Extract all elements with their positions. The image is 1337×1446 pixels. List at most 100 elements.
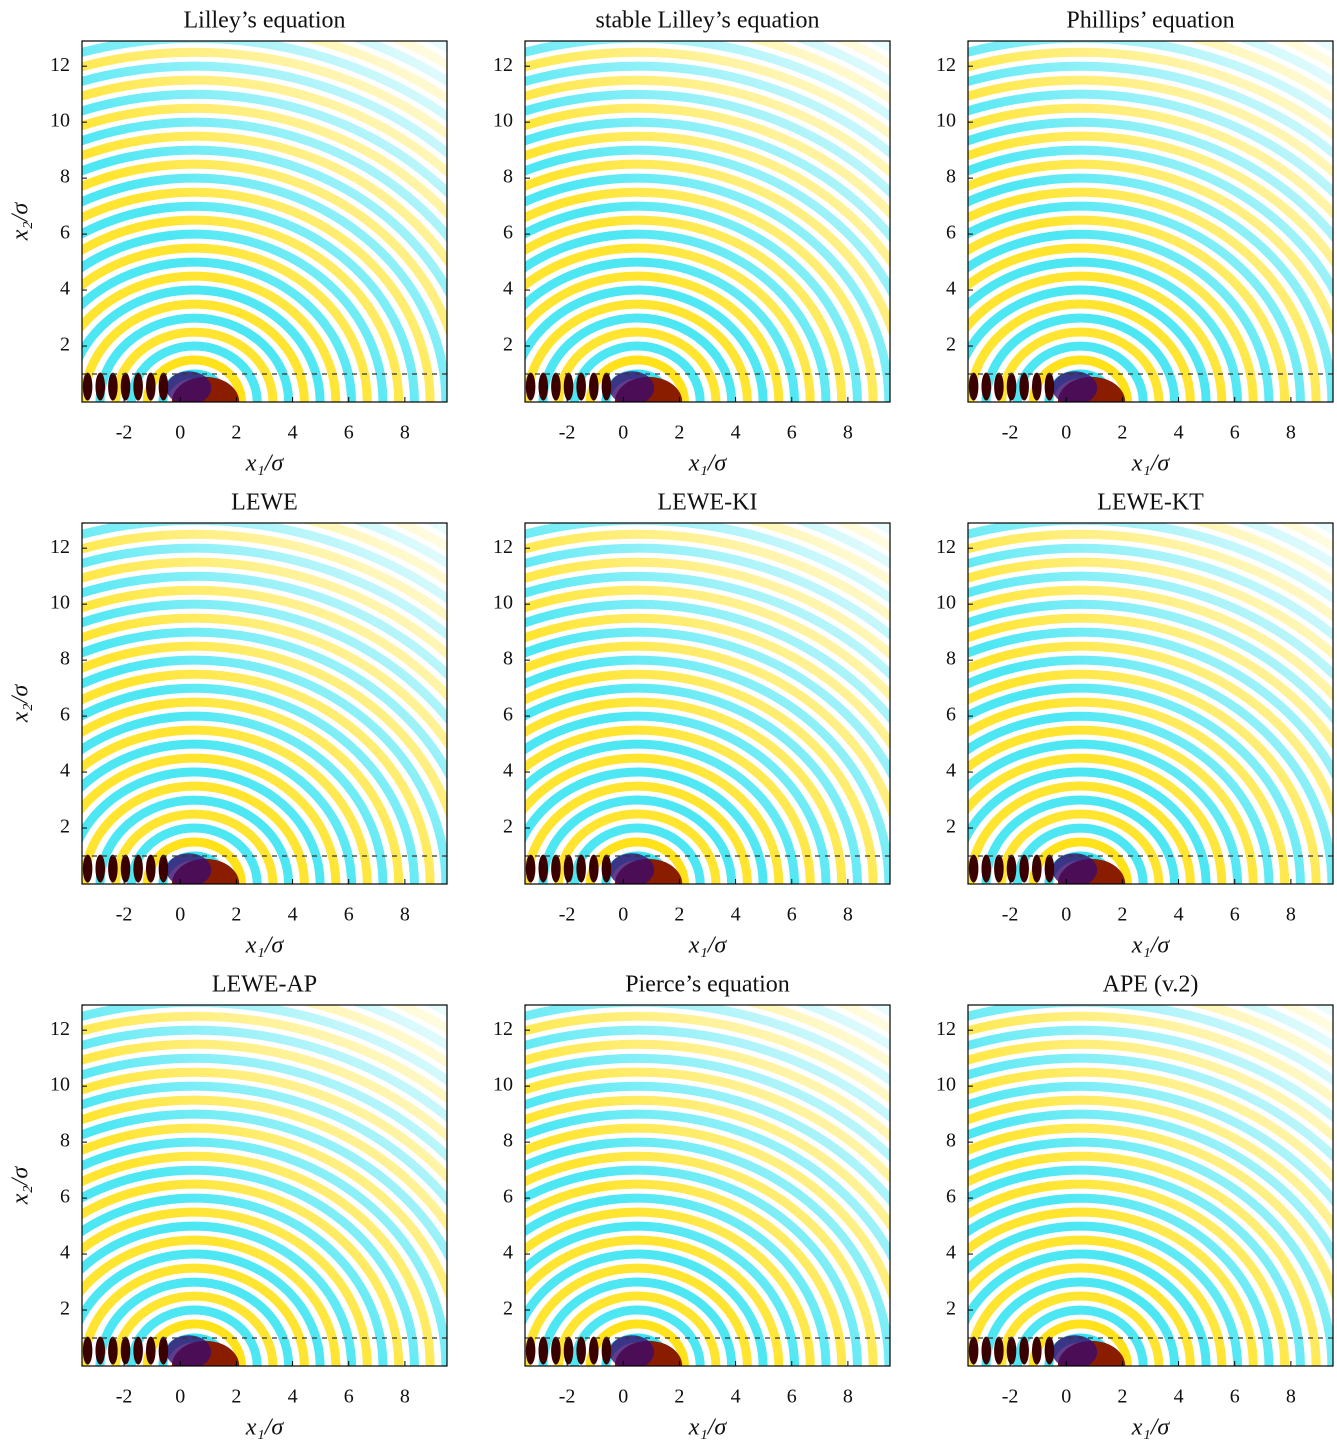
fade bbox=[82, 1005, 447, 1366]
x-tick-label: -2 bbox=[116, 904, 133, 926]
y-tick-label: 6 bbox=[503, 1186, 513, 1208]
y-tick-label: 2 bbox=[503, 334, 513, 356]
y-tick-label: 2 bbox=[503, 1298, 513, 1320]
y-tick-label: 10 bbox=[50, 110, 70, 132]
x-tick-label: 0 bbox=[618, 904, 628, 926]
y-tick-label: 10 bbox=[50, 592, 70, 614]
y-tick-label: 8 bbox=[946, 648, 956, 670]
x-tick-label: -2 bbox=[1002, 904, 1019, 926]
y-tick-label: 8 bbox=[60, 1130, 70, 1152]
x-tick-label: 4 bbox=[731, 422, 741, 444]
x-tick-label: 2 bbox=[231, 1386, 241, 1408]
x-axis-label: x₁/σ bbox=[688, 933, 728, 959]
x-tick-label: 6 bbox=[1230, 1386, 1240, 1408]
x-tick-label: 2 bbox=[1117, 1386, 1127, 1408]
frame bbox=[967, 1004, 1334, 1367]
y-tick-label: 4 bbox=[60, 278, 70, 300]
frame bbox=[81, 1004, 448, 1367]
x-tick-label: 8 bbox=[843, 904, 853, 926]
y-tick-label: 2 bbox=[60, 1298, 70, 1320]
fade bbox=[525, 41, 890, 402]
y-tick-label: 10 bbox=[493, 110, 513, 132]
y-tick-label: 4 bbox=[946, 760, 956, 782]
x-axis-label: x₁/σ bbox=[688, 451, 728, 477]
fade bbox=[82, 523, 447, 884]
x-tick-label: -2 bbox=[559, 1386, 576, 1408]
frame bbox=[81, 40, 448, 403]
x-tick-label: 0 bbox=[175, 1386, 185, 1408]
fade bbox=[82, 41, 447, 402]
x-tick-label: -2 bbox=[116, 422, 133, 444]
x-tick-label: 6 bbox=[344, 904, 354, 926]
y-tick-label: 6 bbox=[60, 1186, 70, 1208]
fade bbox=[525, 523, 890, 884]
y-tick-label: 6 bbox=[946, 704, 956, 726]
x-tick-label: 4 bbox=[1174, 1386, 1184, 1408]
x-tick-label: 8 bbox=[1286, 1386, 1296, 1408]
y-tick-label: 2 bbox=[946, 334, 956, 356]
field bbox=[525, 523, 890, 884]
y-tick-label: 8 bbox=[60, 648, 70, 670]
x-tick-label: 4 bbox=[731, 904, 741, 926]
y-tick-label: 2 bbox=[946, 1298, 956, 1320]
y-tick-label: 12 bbox=[493, 1018, 513, 1040]
x-tick-label: 0 bbox=[618, 1386, 628, 1408]
x-tick-label: 4 bbox=[731, 1386, 741, 1408]
chart-title: LEWE-AP bbox=[212, 972, 317, 998]
x-tick-label: 2 bbox=[231, 422, 241, 444]
field bbox=[968, 1005, 1333, 1366]
y-tick-label: 4 bbox=[60, 1242, 70, 1264]
x-tick-label: 8 bbox=[843, 1386, 853, 1408]
field bbox=[968, 523, 1333, 884]
y-tick-label: 2 bbox=[503, 816, 513, 838]
x-tick-label: 4 bbox=[1174, 422, 1184, 444]
y-tick-label: 2 bbox=[60, 334, 70, 356]
y-tick-label: 6 bbox=[503, 222, 513, 244]
chart-title: Phillips’ equation bbox=[1066, 8, 1234, 34]
y-tick-label: 12 bbox=[493, 536, 513, 558]
y-tick-label: 6 bbox=[503, 704, 513, 726]
x-tick-label: 6 bbox=[787, 1386, 797, 1408]
y-tick-label: 10 bbox=[936, 110, 956, 132]
field bbox=[525, 41, 890, 402]
x-tick-label: 0 bbox=[175, 904, 185, 926]
y-tick-label: 8 bbox=[503, 1130, 513, 1152]
x-axis-label: x₁/σ bbox=[1131, 451, 1171, 477]
y-tick-label: 12 bbox=[50, 536, 70, 558]
x-tick-label: -2 bbox=[559, 904, 576, 926]
y-tick-label: 4 bbox=[503, 760, 513, 782]
y-tick-label: 8 bbox=[946, 166, 956, 188]
y-tick-label: 6 bbox=[946, 222, 956, 244]
y-tick-label: 2 bbox=[946, 816, 956, 838]
y-tick-label: 4 bbox=[60, 760, 70, 782]
x-tick-label: 0 bbox=[1061, 904, 1071, 926]
x-axis-label: x₁/σ bbox=[1131, 1415, 1171, 1441]
x-tick-label: 2 bbox=[1117, 904, 1127, 926]
chart-title: LEWE-KT bbox=[1097, 490, 1204, 516]
x-axis-label: x₁/σ bbox=[245, 1415, 285, 1441]
x-tick-label: 6 bbox=[787, 904, 797, 926]
chart-title: APE (v.2) bbox=[1103, 972, 1199, 998]
frame bbox=[524, 40, 891, 403]
fade bbox=[968, 41, 1333, 402]
x-tick-label: 8 bbox=[843, 422, 853, 444]
chart-title: LEWE-KI bbox=[658, 490, 758, 516]
x-tick-label: 8 bbox=[1286, 904, 1296, 926]
x-tick-label: 0 bbox=[618, 422, 628, 444]
frame bbox=[524, 1004, 891, 1367]
frame bbox=[81, 522, 448, 885]
y-tick-label: 2 bbox=[60, 816, 70, 838]
y-tick-label: 12 bbox=[936, 1018, 956, 1040]
y-tick-label: 8 bbox=[503, 166, 513, 188]
x-tick-label: 2 bbox=[231, 904, 241, 926]
x-axis-label: x₁/σ bbox=[245, 451, 285, 477]
y-tick-label: 4 bbox=[503, 1242, 513, 1264]
y-tick-label: 6 bbox=[60, 222, 70, 244]
y-tick-label: 10 bbox=[493, 1074, 513, 1096]
frame bbox=[524, 522, 891, 885]
y-axis-label: x₂/σ bbox=[8, 202, 34, 242]
field bbox=[82, 523, 447, 884]
y-tick-label: 10 bbox=[493, 592, 513, 614]
